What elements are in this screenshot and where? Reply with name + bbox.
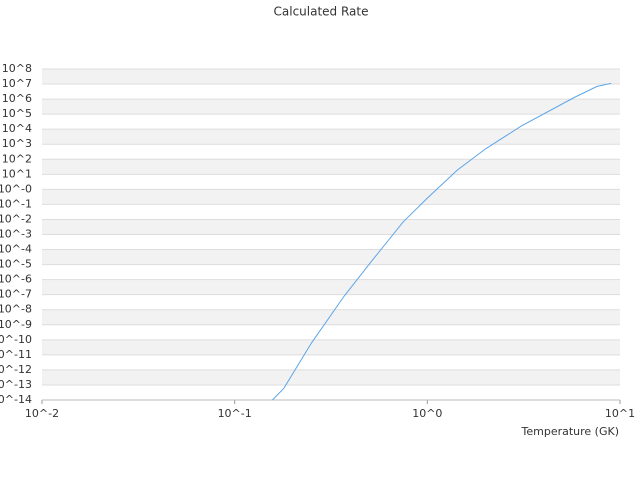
y-tick-label: 10^-7: [0, 288, 32, 301]
y-tick-label: 10^-0: [0, 182, 32, 195]
y-tick-label: 10^3: [2, 137, 32, 150]
grid-band: [42, 99, 620, 115]
y-tick-label: 10^7: [2, 77, 32, 90]
x-axis-label: Temperature (GK): [521, 425, 620, 438]
y-tick-label: 10^1: [2, 167, 32, 180]
y-tick-label: 10^-10: [0, 333, 32, 346]
grid-band: [42, 219, 620, 235]
grid-band: [42, 159, 620, 175]
chart-title: Calculated Rate: [274, 5, 369, 19]
grid-band: [42, 69, 620, 85]
grid-band: [42, 189, 620, 205]
grid-band: [42, 294, 620, 310]
grid-band: [42, 339, 620, 355]
x-tick-label: 10^0: [412, 407, 442, 420]
y-tick-label: 10^-4: [0, 243, 32, 256]
y-tick-label: 10^-8: [0, 303, 32, 316]
y-tick-label: 10^-9: [0, 318, 32, 331]
grid-band: [42, 234, 620, 250]
grid-band: [42, 204, 620, 220]
grid-band: [42, 174, 620, 190]
y-tick-label: 10^2: [2, 152, 32, 165]
y-tick-label: 10^-11: [0, 348, 32, 361]
grid-band: [42, 264, 620, 280]
data-line: [272, 82, 612, 401]
grid-band: [42, 324, 620, 340]
y-tick-label: 10^-13: [0, 378, 32, 391]
y-tick-label: 10^-1: [0, 197, 32, 210]
x-tick-label: 10^-2: [25, 407, 59, 420]
grid-band: [42, 129, 620, 145]
y-tick-label: 10^-6: [0, 273, 32, 286]
y-tick-label: 10^5: [2, 107, 32, 120]
grid-band: [42, 279, 620, 295]
y-tick-label: 10^-12: [0, 363, 32, 376]
y-tick-label: 10^4: [2, 122, 32, 135]
y-tick-label: 10^8: [2, 62, 32, 75]
y-tick-label: 10^-3: [0, 228, 32, 241]
x-tick-label: 10^-1: [218, 407, 252, 420]
y-tick-label: 10^6: [2, 92, 32, 105]
grid-band: [42, 249, 620, 265]
grid-band: [42, 384, 620, 400]
grid-band: [42, 354, 620, 370]
y-tick-label: 10^-5: [0, 258, 32, 271]
grid-band: [42, 84, 620, 100]
grid-band: [42, 114, 620, 130]
y-tick-label: 10^-14: [0, 393, 32, 406]
grid-band: [42, 369, 620, 385]
grid-band: [42, 309, 620, 325]
grid-band: [42, 144, 620, 160]
x-tick-label: 10^1: [605, 407, 635, 420]
y-tick-label: 10^-2: [0, 212, 32, 225]
